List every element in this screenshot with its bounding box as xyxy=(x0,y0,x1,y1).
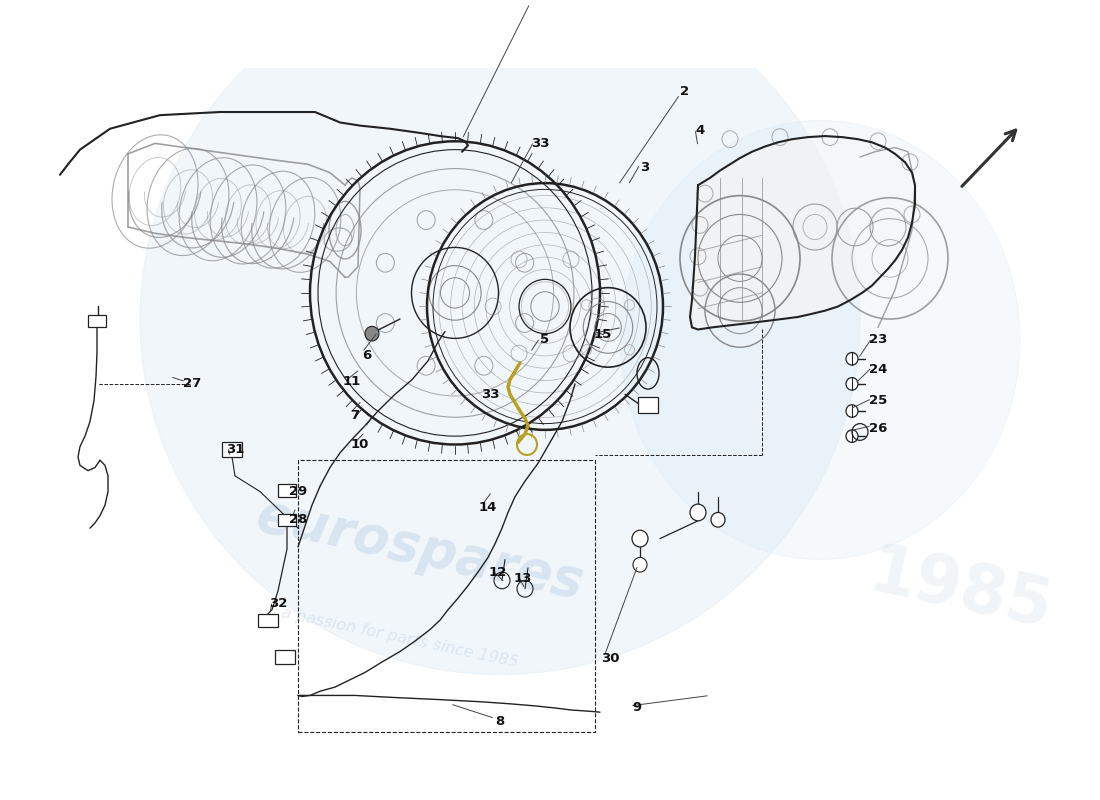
Circle shape xyxy=(711,513,725,527)
Text: 3: 3 xyxy=(640,161,650,174)
Text: 9: 9 xyxy=(632,702,641,714)
Text: 5: 5 xyxy=(540,334,550,346)
FancyBboxPatch shape xyxy=(222,442,242,457)
Text: 11: 11 xyxy=(343,375,361,388)
Circle shape xyxy=(846,405,858,418)
Ellipse shape xyxy=(140,0,860,674)
Text: 6: 6 xyxy=(362,349,372,362)
Text: 2: 2 xyxy=(681,85,690,98)
FancyBboxPatch shape xyxy=(638,398,658,413)
Circle shape xyxy=(846,353,858,365)
Circle shape xyxy=(690,504,706,521)
Circle shape xyxy=(632,558,647,572)
Text: 28: 28 xyxy=(289,514,307,526)
Circle shape xyxy=(846,378,858,390)
Text: 1: 1 xyxy=(538,0,547,2)
FancyBboxPatch shape xyxy=(258,614,278,627)
Text: 29: 29 xyxy=(289,485,307,498)
Text: 32: 32 xyxy=(268,597,287,610)
Circle shape xyxy=(846,430,858,442)
Polygon shape xyxy=(690,136,915,330)
Ellipse shape xyxy=(620,120,1020,559)
Text: 10: 10 xyxy=(351,438,370,451)
Text: 14: 14 xyxy=(478,501,497,514)
Text: 15: 15 xyxy=(594,328,612,342)
FancyBboxPatch shape xyxy=(275,650,295,664)
Text: 12: 12 xyxy=(488,566,507,578)
Text: 13: 13 xyxy=(514,572,532,585)
FancyBboxPatch shape xyxy=(278,484,296,497)
Text: a passion for parts since 1985: a passion for parts since 1985 xyxy=(280,606,519,670)
Text: 33: 33 xyxy=(481,388,499,401)
Text: 7: 7 xyxy=(351,409,360,422)
Text: 31: 31 xyxy=(226,443,244,456)
Circle shape xyxy=(365,326,380,341)
Circle shape xyxy=(632,530,648,547)
Text: 24: 24 xyxy=(869,362,888,376)
Text: 8: 8 xyxy=(495,715,505,728)
Text: 1985: 1985 xyxy=(862,539,1057,642)
FancyBboxPatch shape xyxy=(278,514,296,526)
Text: 4: 4 xyxy=(695,124,705,138)
Text: 26: 26 xyxy=(869,422,888,435)
Text: 25: 25 xyxy=(869,394,887,407)
FancyBboxPatch shape xyxy=(88,315,106,327)
Text: 30: 30 xyxy=(601,652,619,666)
Text: 27: 27 xyxy=(183,378,201,390)
Text: eurospares: eurospares xyxy=(252,489,589,609)
Text: 33: 33 xyxy=(530,137,549,150)
Text: 23: 23 xyxy=(869,334,888,346)
